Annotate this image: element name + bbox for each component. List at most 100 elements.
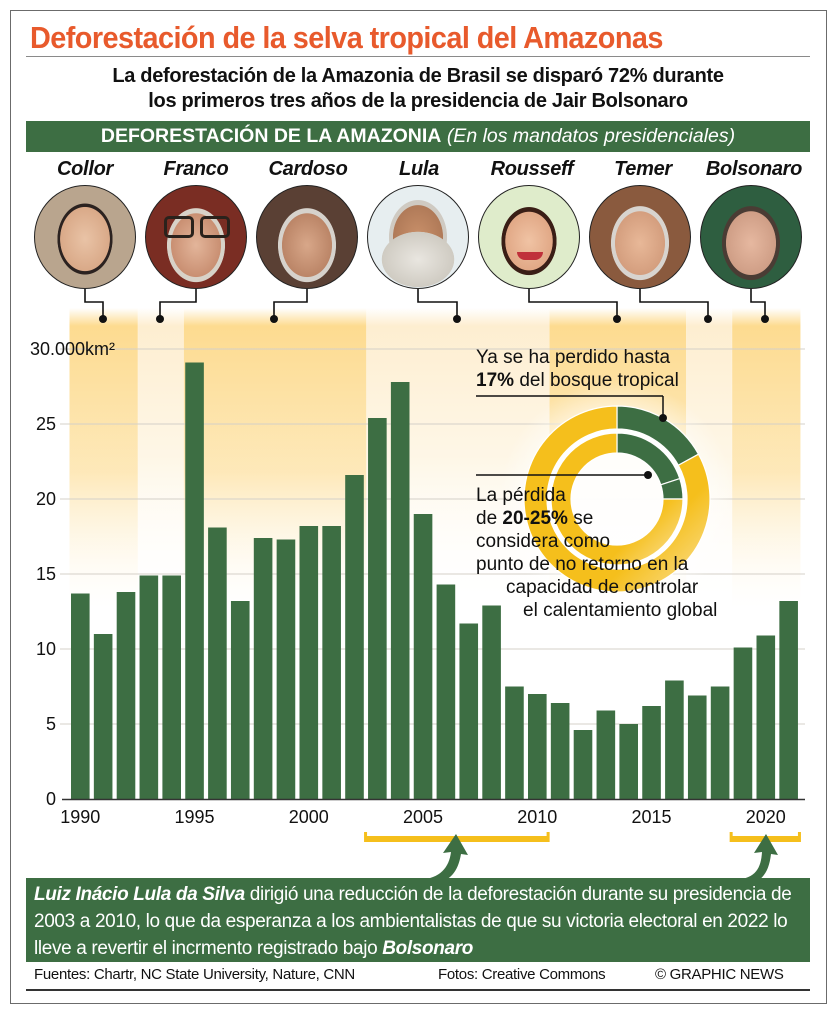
president-name-franco: Franco [163, 158, 229, 180]
connector-dot-cardoso [270, 315, 278, 323]
president-name-bolsonaro: Bolsonaro [705, 158, 803, 180]
subtitle-line-1: La deforestación de la Amazonia de Brasi… [112, 65, 724, 87]
president-name-temer: Temer [614, 158, 672, 180]
bar-2015 [642, 706, 661, 799]
bar-2003 [368, 418, 387, 799]
portrait-bolsonaro [700, 185, 802, 289]
lula-name: Luiz Inácio Lula da Silva [34, 884, 245, 905]
connector-dot-collor [99, 315, 107, 323]
portrait-lula [367, 185, 469, 289]
lost-annotation: Ya se ha perdido hasta 17% del bosque tr… [476, 346, 679, 392]
forest-loss-donut [476, 381, 735, 617]
connector-dot-franco [156, 315, 164, 323]
donut-inner-ring [550, 432, 684, 566]
president-name-cardoso: Cardoso [268, 158, 348, 180]
portrait-rousseff [478, 185, 580, 289]
bar-2020 [756, 635, 776, 799]
footer-photos: Fotos: Creative Commons [438, 966, 606, 983]
bar-2000 [299, 526, 319, 799]
section-header-note: (En los mandatos presidenciales) [446, 125, 736, 147]
connector-dot-rousseff [613, 315, 621, 323]
connector-cardoso [273, 289, 308, 319]
connector-dot-bolsonaro [761, 315, 769, 323]
lula-note-box: Luiz Inácio Lula da Silva dirigió una re… [26, 878, 810, 962]
bar-2001 [322, 526, 341, 799]
x-tick-label: 1995 [175, 807, 215, 827]
smile-icon [517, 252, 543, 260]
bar-1993 [139, 575, 159, 799]
bar-1999 [276, 539, 296, 799]
bar-2013 [596, 710, 616, 799]
bar-2011 [550, 703, 570, 799]
tipping-leader-dot [644, 471, 652, 479]
president-name-collor: Collor [57, 158, 113, 180]
subtitle: La deforestación de la Amazonia de Brasi… [26, 64, 810, 114]
portrait-collor [34, 185, 136, 289]
lost-annotation-line-2: 17% del bosque tropical [476, 369, 679, 392]
bar-1990 [71, 593, 90, 799]
tipping-de: de [476, 508, 498, 529]
president-name-lula: Lula [399, 158, 439, 180]
x-tick-label: 2015 [632, 807, 672, 827]
president-name-rousseff: Rousseff [490, 158, 574, 180]
bar-2014 [619, 724, 638, 799]
term-band-collor [69, 308, 138, 608]
connector-lula [417, 289, 458, 319]
x-tick-labels: 1990 1995 2000 2005 2010 2015 2020 [60, 807, 786, 827]
bar-2021 [779, 601, 798, 799]
bar-1995 [185, 362, 204, 799]
title-divider [26, 56, 810, 57]
bolsonaro-name: Bolsonaro [382, 938, 474, 959]
tipping-percent: 20-25% [502, 508, 568, 529]
subtitle-line-2: los primeros tres años de la presidencia… [148, 90, 688, 112]
donut-outer-remaining-segment [523, 405, 711, 593]
x-tick-label: 1990 [60, 807, 100, 827]
bar-2002 [345, 475, 364, 799]
bar-2005 [413, 514, 433, 799]
president-connectors [84, 289, 769, 323]
glasses-icon-right [200, 216, 230, 238]
bar-1996 [208, 527, 227, 799]
portrait-temer [589, 185, 691, 289]
lost-annotation-line-1: Ya se ha perdido hasta [476, 347, 671, 368]
lula-note-text: dirigió una reducción de la deforestació… [34, 884, 792, 959]
bar-2009 [505, 686, 524, 799]
bar-1997 [230, 601, 250, 799]
bar-2017 [687, 695, 707, 799]
footer-credit: © GRAPHIC NEWS [655, 966, 784, 983]
page-title: Deforestación de la selva tropical del A… [30, 20, 663, 55]
footer-divider [26, 989, 810, 991]
bar-2010 [528, 694, 547, 799]
bar-2016 [665, 680, 684, 799]
y-tick-label: 25 [36, 414, 56, 434]
bar-2004 [390, 382, 410, 799]
bar-1998 [253, 538, 273, 799]
connector-rousseff [528, 289, 618, 319]
tipping-annotation: La pérdida de 20-25% se considera como p… [476, 484, 688, 576]
term-band-franco [138, 308, 184, 608]
tipping-line-6: el calentamiento global [523, 600, 718, 621]
y-tick-label: 0 [46, 789, 56, 809]
y-tick-labels: 0 5 10 15 20 25 30.000km² [30, 339, 115, 809]
connector-collor [84, 289, 104, 319]
highlight-brackets [364, 832, 801, 842]
lost-leader-dot [659, 414, 667, 422]
lost-percent: 17% [476, 370, 515, 391]
tipping-se: se [573, 508, 594, 529]
portrait-franco [145, 185, 247, 289]
y-tick-label: 10 [36, 639, 56, 659]
bar-2019 [733, 647, 753, 799]
x-tick-label: 2005 [403, 807, 443, 827]
x-tick-label: 2000 [289, 807, 329, 827]
connector-franco [159, 289, 197, 319]
connector-temer [639, 289, 709, 319]
bar-1994 [162, 575, 181, 799]
glasses-icon [164, 216, 194, 238]
tipping-line-4: punto de no retorno en la [476, 554, 689, 575]
donut-separator [547, 429, 687, 569]
connector-bolsonaro [750, 289, 766, 319]
bar-1991 [93, 634, 113, 799]
section-header-band: DEFORESTACIÓN DE LA AMAZONIA (En los man… [26, 121, 810, 152]
x-tick-label: 2020 [746, 807, 786, 827]
